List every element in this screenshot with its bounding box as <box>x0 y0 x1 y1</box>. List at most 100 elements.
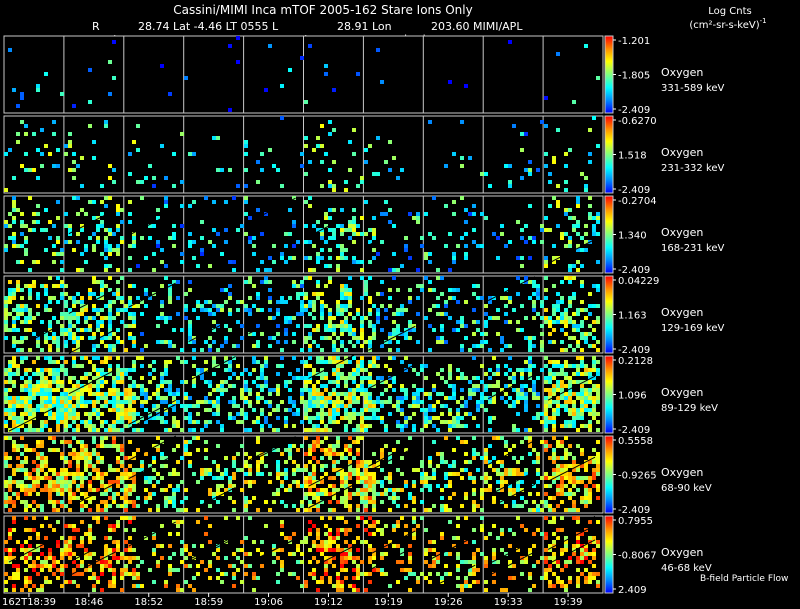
pixel-cell <box>556 384 560 388</box>
pixel-cell <box>564 392 568 396</box>
pixel-cell <box>404 480 408 484</box>
pixel-cell <box>132 316 136 320</box>
pixel-cell <box>52 484 56 488</box>
pixel-cell <box>580 544 584 548</box>
pixel-cell <box>552 560 556 564</box>
pixel-cell <box>488 444 492 448</box>
pixel-cell <box>460 376 464 380</box>
colorbar-mid-label: -0.9265 <box>618 471 657 482</box>
pixel-cell <box>480 456 484 460</box>
pixel-cell <box>368 300 372 304</box>
pixel-cell <box>568 216 572 220</box>
pixel-cell <box>360 376 364 380</box>
pixel-cell <box>328 280 332 284</box>
pixel-cell <box>556 400 560 404</box>
pixel-cell <box>244 428 248 432</box>
pixel-cell <box>304 540 308 544</box>
pixel-cell <box>140 180 144 184</box>
pixel-cell <box>532 344 536 348</box>
pixel-cell <box>548 416 552 420</box>
pixel-cell <box>556 320 560 324</box>
pixel-cell <box>136 576 140 580</box>
pixel-cell <box>112 232 116 236</box>
pixel-cell <box>328 580 332 584</box>
pixel-cell <box>536 456 540 460</box>
pixel-cell <box>440 456 444 460</box>
pixel-cell <box>348 296 352 300</box>
pixel-cell <box>276 580 280 584</box>
pixel-cell <box>328 356 332 360</box>
bfield-line <box>487 471 536 496</box>
pixel-cell <box>132 488 136 492</box>
pixel-cell <box>164 364 168 368</box>
pixel-cell <box>132 500 136 504</box>
pixel-cell <box>316 292 320 296</box>
pixel-cell <box>552 472 556 476</box>
pixel-cell <box>12 296 16 300</box>
pixel-cell <box>208 336 212 340</box>
pixel-cell <box>76 584 80 588</box>
pixel-cell <box>100 284 104 288</box>
pixel-cell <box>232 576 236 580</box>
pixel-cell <box>584 556 588 560</box>
pixel-cell <box>56 400 60 404</box>
pixel-cell <box>480 332 484 336</box>
pixel-cell <box>264 524 268 528</box>
pixel-cell <box>368 340 372 344</box>
pixel-cell <box>568 396 572 400</box>
pixel-cell <box>188 152 192 156</box>
pixel-cell <box>392 380 396 384</box>
pixel-cell <box>56 368 60 372</box>
pixel-cell <box>556 560 560 564</box>
pixel-cell <box>372 360 376 364</box>
pixel-cell <box>544 516 548 520</box>
pixel-cell <box>36 452 40 456</box>
pixel-cell <box>88 424 92 428</box>
pixel-cell <box>52 316 56 320</box>
pixel-cell <box>480 524 484 528</box>
pixel-cell <box>228 368 232 372</box>
pixel-cell <box>576 556 580 560</box>
pixel-cell <box>568 244 572 248</box>
pixel-cell <box>308 492 312 496</box>
pixel-cell <box>72 572 76 576</box>
pixel-cell <box>12 356 16 360</box>
pixel-cell <box>20 468 24 472</box>
pixel-cell <box>116 248 120 252</box>
pixel-cell <box>172 344 176 348</box>
pixel-cell <box>208 420 212 424</box>
pixel-cell <box>288 400 292 404</box>
pixel-cell <box>140 584 144 588</box>
pixel-cell <box>356 364 360 368</box>
pixel-cell <box>128 172 132 176</box>
pixel-cell <box>572 468 576 472</box>
pixel-cell <box>580 372 584 376</box>
pixel-cell <box>80 208 84 212</box>
pixel-cell <box>60 92 64 96</box>
pixel-cell <box>124 392 128 396</box>
pixel-cell <box>536 492 540 496</box>
pixel-cell <box>392 496 396 500</box>
pixel-cell <box>240 560 244 564</box>
pixel-cell <box>536 404 540 408</box>
pixel-cell <box>4 460 8 464</box>
pixel-cell <box>48 276 52 280</box>
pixel-cell <box>176 568 180 572</box>
pixel-cell <box>596 304 600 308</box>
pixel-cell <box>324 556 328 560</box>
pixel-cell <box>316 560 320 564</box>
pixel-cell <box>340 296 344 300</box>
pixel-cell <box>356 476 360 480</box>
pixel-cell <box>348 492 352 496</box>
pixel-cell <box>40 424 44 428</box>
pixel-cell <box>452 448 456 452</box>
pixel-cell <box>500 464 504 468</box>
pixel-cell <box>360 260 364 264</box>
pixel-cell <box>316 328 320 332</box>
pixel-cell <box>48 416 52 420</box>
pixel-cell <box>432 440 436 444</box>
pixel-cell <box>72 552 76 556</box>
pixel-cell <box>532 292 536 296</box>
pixel-cell <box>228 564 232 568</box>
bfield-line <box>368 220 416 246</box>
